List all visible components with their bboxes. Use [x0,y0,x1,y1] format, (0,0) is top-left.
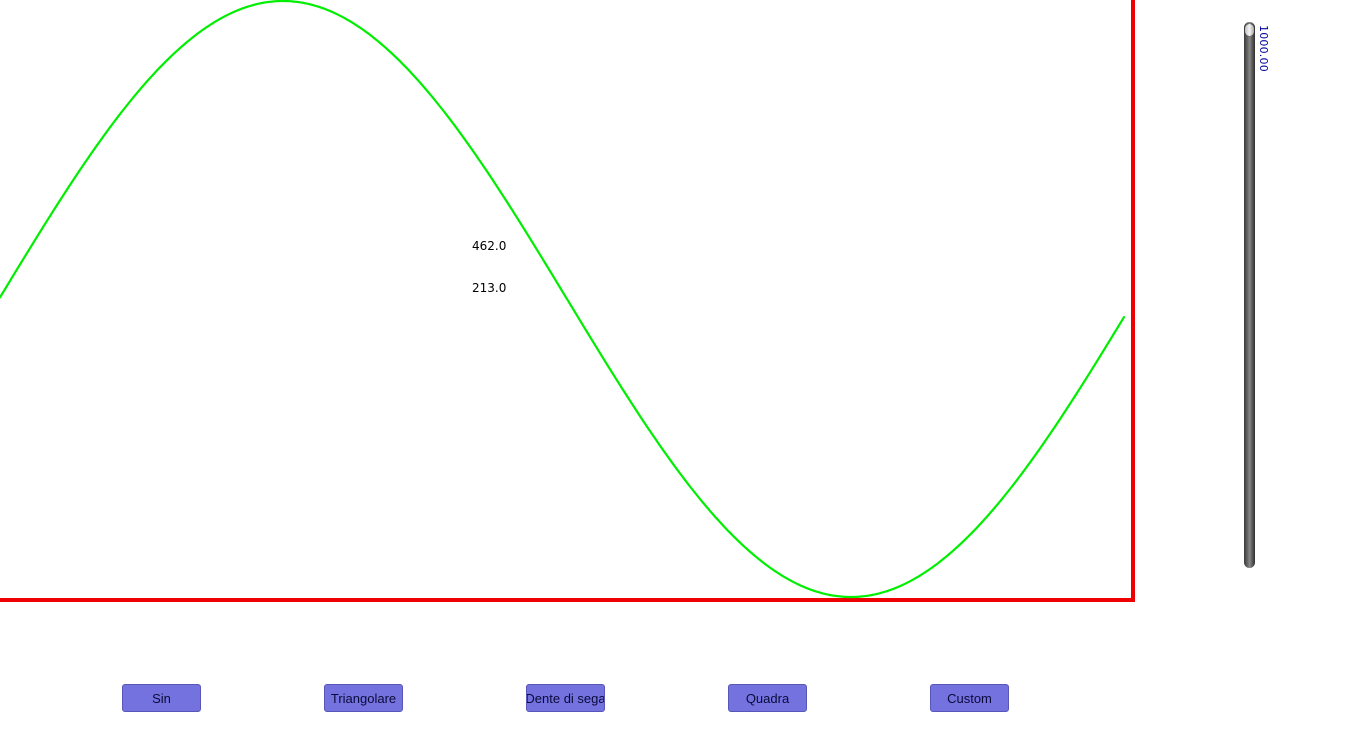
sin-button[interactable]: Sin [122,684,201,712]
waveform-canvas [0,0,1135,602]
cursor-coordinate-readout: 462.0 213.0 [472,211,506,323]
slider-track[interactable] [1244,22,1255,568]
waveform-display: 462.0 213.0 [0,0,1135,602]
waveform-line [0,0,1126,599]
slider-handle[interactable] [1245,24,1254,36]
cursor-y-value: 213.0 [472,281,507,295]
cursor-x-value: 462.0 [472,239,507,253]
slider-value-label: 1000.00 [1257,25,1270,72]
triangolare-button[interactable]: Triangolare [324,684,403,712]
quadra-button[interactable]: Quadra [728,684,807,712]
dente-di-sega-button[interactable]: Dente di sega [526,684,605,712]
custom-button[interactable]: Custom [930,684,1009,712]
frequency-slider[interactable] [1244,22,1255,568]
